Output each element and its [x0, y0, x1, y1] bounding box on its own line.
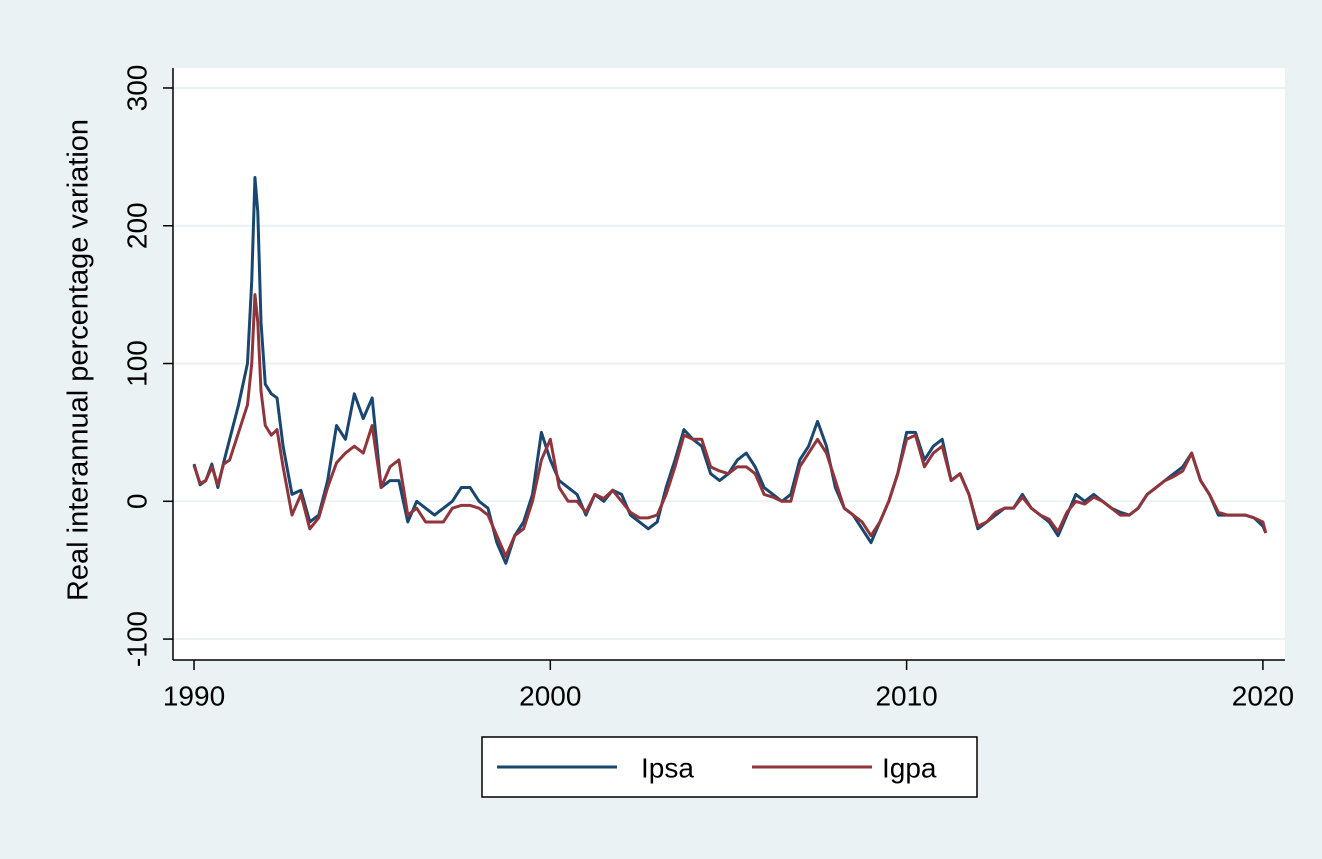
line-series	[192, 176, 1268, 565]
x-tick-label: 2010	[875, 680, 937, 711]
y-tick-label: 300	[121, 65, 152, 112]
x-tick-label: 1990	[163, 680, 225, 711]
legend-label: Igpa	[882, 752, 937, 783]
x-tick-label: 2000	[519, 680, 581, 711]
line-series	[192, 293, 1268, 558]
y-tick-label: 200	[121, 202, 152, 249]
y-axis-title: Real interannual percentage variation	[63, 119, 95, 601]
y-tick-label: 0	[121, 493, 152, 509]
y-tick-label: -100	[121, 611, 152, 667]
y-tick-label: 100	[121, 340, 152, 387]
x-tick-label: 2020	[1232, 680, 1294, 711]
legend-label: Ipsa	[641, 752, 694, 783]
